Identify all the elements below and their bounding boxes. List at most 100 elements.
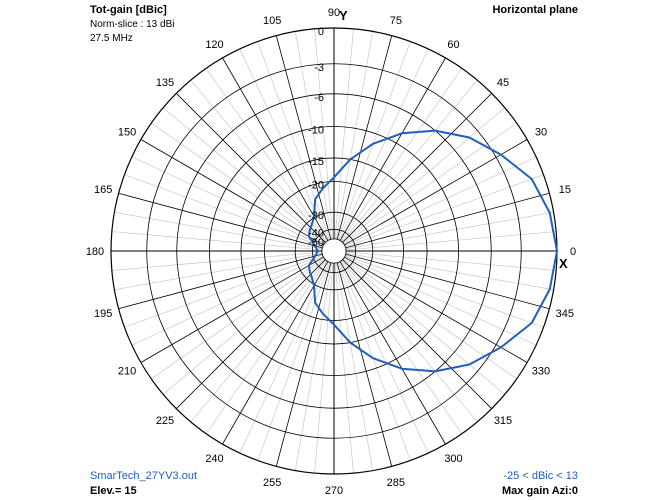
- major-spoke: [275, 262, 332, 467]
- angle-tick-label: 105: [263, 15, 281, 27]
- angle-tick-label: 225: [156, 415, 174, 427]
- minor-spoke: [334, 28, 354, 239]
- minor-spoke: [346, 251, 557, 271]
- radial-tick-label: -6: [314, 92, 324, 104]
- angle-tick-label: 240: [205, 453, 223, 465]
- grid-ring: [294, 211, 374, 291]
- minor-spoke: [111, 251, 322, 271]
- minor-spoke: [205, 68, 328, 242]
- minor-spoke: [124, 254, 323, 328]
- minor-spoke: [337, 41, 411, 240]
- major-spoke: [176, 259, 326, 409]
- major-spoke: [118, 253, 323, 310]
- minor-spoke: [335, 262, 374, 471]
- grid-ring: [264, 181, 404, 321]
- angle-tick-label: 0: [570, 246, 576, 258]
- major-spoke: [140, 139, 324, 246]
- angle-tick-label: 255: [263, 477, 281, 489]
- grid-ring: [321, 238, 347, 264]
- angle-tick-label: 15: [559, 184, 571, 196]
- major-spoke: [339, 261, 446, 445]
- angle-tick-label: 150: [118, 127, 136, 139]
- minor-spoke: [341, 79, 478, 242]
- major-spoke: [140, 256, 324, 363]
- plane-label: Horizontal plane: [492, 4, 578, 16]
- minor-spoke: [111, 231, 322, 251]
- radial-tick-label: -40: [308, 227, 324, 239]
- polar-labels: 0 -3 -6 -10 -15 -20 -30 -40-50 0 15 30 45 60 75 90 105 1…: [86, 7, 576, 497]
- minor-spoke: [131, 255, 324, 346]
- minor-spoke: [151, 122, 325, 245]
- radial-tick-label: -30: [308, 210, 324, 222]
- angle-tick-label: 90: [328, 7, 340, 19]
- minor-spoke: [334, 263, 354, 474]
- angle-tick-label: 180: [86, 246, 104, 258]
- major-spoke: [342, 259, 492, 409]
- major-spoke: [342, 93, 492, 243]
- dbic-range-text: -25 < dBic < 13: [503, 470, 578, 482]
- radial-tick-label: -50: [308, 237, 324, 249]
- minor-spoke: [124, 174, 323, 248]
- major-spoke: [222, 261, 329, 445]
- angle-tick-label: 210: [118, 366, 136, 378]
- angle-tick-label: 120: [205, 39, 223, 51]
- minor-spoke: [337, 262, 411, 461]
- angle-tick-label: 30: [535, 127, 547, 139]
- angle-tick-label: 195: [94, 308, 112, 320]
- angle-tick-label: 270: [325, 485, 343, 497]
- minor-spoke: [162, 107, 325, 244]
- minor-spoke: [338, 48, 429, 241]
- minor-spoke: [343, 258, 506, 395]
- minor-spoke: [345, 174, 544, 248]
- minor-spoke: [338, 261, 429, 454]
- angle-tick-label: 75: [390, 15, 402, 27]
- grid-ring: [311, 228, 357, 274]
- major-spoke: [345, 192, 550, 249]
- gain-pattern-line: [307, 129, 558, 373]
- minor-spoke: [335, 31, 374, 240]
- major-spoke: [339, 57, 446, 241]
- grid-ring: [240, 157, 428, 345]
- minor-spoke: [114, 252, 323, 291]
- angle-tick-label: 300: [444, 453, 462, 465]
- minor-spoke: [314, 263, 334, 474]
- angle-tick-label: 345: [556, 308, 574, 320]
- minor-spoke: [294, 262, 333, 471]
- angle-tick-label: 315: [494, 415, 512, 427]
- radial-tick-label: 0: [318, 26, 324, 38]
- y-axis-marker: Y: [339, 8, 348, 23]
- major-spoke: [345, 253, 550, 310]
- chart-title: Tot-gain [dBic]: [90, 4, 167, 16]
- major-spoke: [336, 35, 393, 240]
- radial-tick-label: -3: [314, 62, 324, 74]
- norm-slice-text: Norm-slice : 13 dBi: [90, 19, 175, 30]
- minor-spoke: [341, 260, 478, 423]
- grid-ring: [209, 126, 459, 376]
- radial-tick-label: -10: [308, 124, 324, 136]
- minor-spoke: [190, 260, 327, 423]
- frequency-text: 27.5 MHz: [90, 33, 133, 44]
- grid-ring: [146, 63, 522, 439]
- minor-spoke: [343, 122, 517, 245]
- angle-tick-label: 330: [532, 366, 550, 378]
- major-spoke: [344, 256, 528, 363]
- minor-spoke: [205, 260, 328, 434]
- gain-pattern-trace: [307, 129, 558, 373]
- grid-ring: [176, 93, 492, 409]
- minor-spoke: [340, 260, 463, 434]
- polar-grid: [110, 27, 558, 475]
- minor-spoke: [151, 257, 325, 380]
- minor-spoke: [190, 79, 327, 242]
- minor-spoke: [345, 211, 554, 250]
- minor-spoke: [162, 258, 325, 395]
- minor-spoke: [131, 156, 324, 247]
- minor-spoke: [345, 252, 554, 291]
- major-spoke: [336, 262, 393, 467]
- major-spoke: [118, 192, 323, 249]
- minor-spoke: [343, 107, 506, 244]
- radial-tick-label: -15: [308, 156, 324, 168]
- radial-tick-label: -20: [308, 179, 324, 191]
- angle-tick-label: 285: [387, 477, 405, 489]
- major-spoke: [275, 35, 332, 240]
